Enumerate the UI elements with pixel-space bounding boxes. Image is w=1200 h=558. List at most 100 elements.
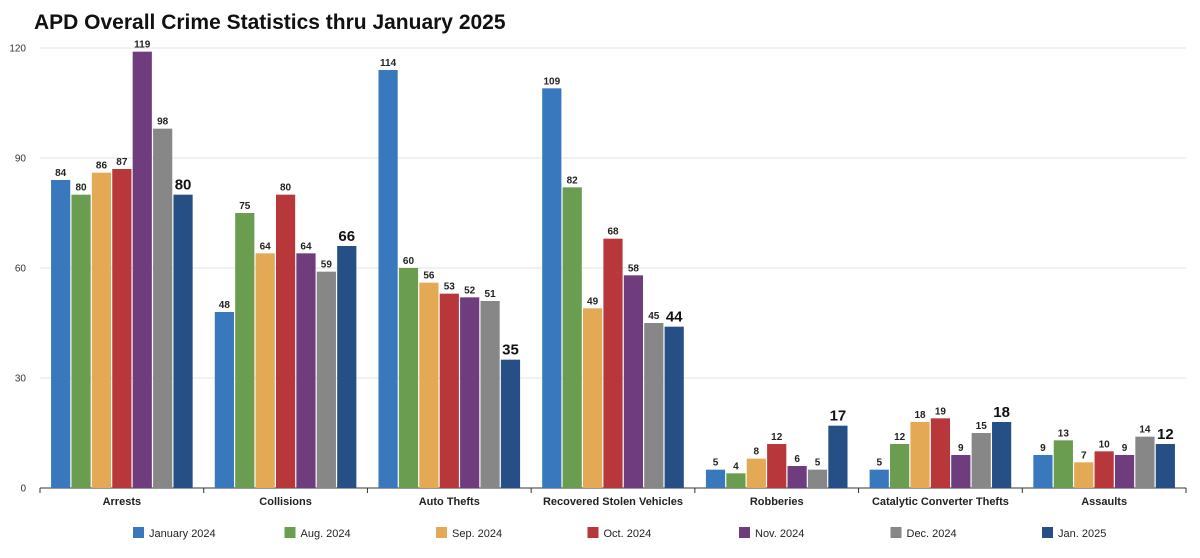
data-label: 15 <box>976 421 988 432</box>
data-label: 5 <box>713 458 719 469</box>
data-label: 119 <box>134 40 151 51</box>
data-label: 8 <box>754 447 760 458</box>
bar-recovered-stolen-vehicles-jan-2025 <box>664 326 684 488</box>
data-label: 60 <box>403 256 415 267</box>
legend-label-nov-2024: Nov. 2024 <box>755 528 804 540</box>
legend-label-jan-2025: Jan. 2025 <box>1058 528 1106 540</box>
data-label: 5 <box>876 458 882 469</box>
legend-label-aug-2024: Aug. 2024 <box>301 528 351 540</box>
bar-recovered-stolen-vehicles-aug-2024 <box>562 187 582 489</box>
bar-assaults-dec-2024 <box>1135 436 1155 488</box>
bar-robberies-jan-2025 <box>828 425 848 488</box>
legend-label-sep-2024: Sep. 2024 <box>452 528 502 540</box>
category-label-catalytic-converter-thefts: Catalytic Converter Thefts <box>872 496 1009 508</box>
data-label: 87 <box>116 157 128 168</box>
y-tick-label: 30 <box>15 374 27 385</box>
data-label: 80 <box>75 183 87 194</box>
bar-robberies-dec-2024 <box>807 469 828 488</box>
bars <box>51 51 1175 489</box>
legend-swatch-nov-2024 <box>739 527 750 538</box>
data-label: 75 <box>239 201 251 212</box>
bar-arrests-dec-2024 <box>153 128 173 488</box>
bar-auto-thefts-aug-2024 <box>398 268 419 488</box>
data-label: 80 <box>280 183 292 194</box>
bar-robberies-aug-2024 <box>726 473 746 488</box>
bar-arrests-jan-2025 <box>173 194 193 488</box>
data-label: 53 <box>444 282 456 293</box>
bar-arrests-aug-2024 <box>71 194 91 488</box>
data-label: 49 <box>587 296 599 307</box>
data-label: 98 <box>157 117 169 128</box>
bar-collisions-sep-2024 <box>255 253 275 488</box>
bar-auto-thefts-oct-2024 <box>439 293 459 488</box>
bar-assaults-oct-2024 <box>1094 451 1114 488</box>
data-label: 45 <box>648 311 660 322</box>
data-label: 7 <box>1081 450 1087 461</box>
legend-swatch-january-2024 <box>133 527 144 538</box>
data-label: 12 <box>1157 426 1174 443</box>
bar-assaults-jan-2025 <box>1155 444 1175 488</box>
bar-collisions-aug-2024 <box>235 213 255 488</box>
bar-robberies-oct-2024 <box>767 444 787 488</box>
bar-auto-thefts-jan-2025 <box>500 359 521 488</box>
legend-swatch-dec-2024 <box>890 527 902 538</box>
bar-recovered-stolen-vehicles-january-2024 <box>542 88 562 488</box>
data-label: 13 <box>1058 428 1070 439</box>
chart-title: APD Overall Crime Statistics thru Januar… <box>34 11 506 34</box>
bar-assaults-nov-2024 <box>1114 455 1135 488</box>
data-label: 80 <box>175 177 192 194</box>
y-tick-label: 90 <box>15 154 27 165</box>
bar-recovered-stolen-vehicles-oct-2024 <box>603 238 623 488</box>
data-label: 9 <box>958 443 964 454</box>
bar-catalytic-converter-thefts-sep-2024 <box>910 422 930 488</box>
bar-robberies-sep-2024 <box>746 458 766 488</box>
category-label-recovered-stolen-vehicles: Recovered Stolen Vehicles <box>543 496 683 508</box>
data-label: 64 <box>300 241 312 252</box>
bar-catalytic-converter-thefts-jan-2025 <box>992 422 1012 488</box>
bar-auto-thefts-sep-2024 <box>419 282 439 488</box>
bar-recovered-stolen-vehicles-nov-2024 <box>623 275 643 488</box>
bar-collisions-jan-2025 <box>337 246 357 488</box>
legend-label-january-2024: January 2024 <box>149 528 216 540</box>
bar-catalytic-converter-thefts-aug-2024 <box>890 444 910 488</box>
bar-arrests-oct-2024 <box>112 169 132 488</box>
data-label: 64 <box>260 241 272 252</box>
legend-swatch-sep-2024 <box>436 527 447 538</box>
bar-collisions-oct-2024 <box>275 194 296 488</box>
data-label: 82 <box>567 175 579 186</box>
bar-catalytic-converter-thefts-dec-2024 <box>971 433 991 488</box>
data-label: 12 <box>894 432 906 443</box>
bar-catalytic-converter-thefts-nov-2024 <box>951 455 971 488</box>
data-label: 4 <box>733 461 739 472</box>
data-label: 6 <box>794 454 800 465</box>
data-label: 51 <box>485 289 497 300</box>
y-axis-ticks: 0 30 60 90 120 <box>9 44 26 495</box>
data-label: 12 <box>771 432 783 443</box>
data-label: 84 <box>55 168 67 179</box>
bar-collisions-dec-2024 <box>316 271 336 488</box>
y-tick-label: 0 <box>20 484 26 495</box>
data-label: 9 <box>1040 443 1046 454</box>
category-labels: Arrests Collisions Auto Thefts Recovered St… <box>103 496 1127 508</box>
legend-label-dec-2024: Dec. 2024 <box>907 528 957 540</box>
data-label: 68 <box>607 227 619 238</box>
data-label: 48 <box>219 300 231 311</box>
bar-collisions-nov-2024 <box>296 253 316 488</box>
bar-catalytic-converter-thefts-oct-2024 <box>930 418 951 488</box>
data-label: 114 <box>380 58 397 69</box>
category-label-robberies: Robberies <box>750 496 804 508</box>
data-label: 35 <box>502 342 519 359</box>
category-label-auto-thefts: Auto Thefts <box>419 496 480 508</box>
data-label: 18 <box>914 410 926 421</box>
bar-assaults-january-2024 <box>1033 455 1053 488</box>
data-label: 56 <box>423 271 435 282</box>
data-label: 59 <box>321 260 333 271</box>
category-label-collisions: Collisions <box>259 496 312 508</box>
data-label: 66 <box>338 228 355 245</box>
data-label: 9 <box>1122 443 1128 454</box>
bar-auto-thefts-dec-2024 <box>480 301 500 488</box>
data-label: 44 <box>666 309 683 326</box>
bar-robberies-nov-2024 <box>787 466 807 488</box>
bar-recovered-stolen-vehicles-dec-2024 <box>644 323 664 488</box>
